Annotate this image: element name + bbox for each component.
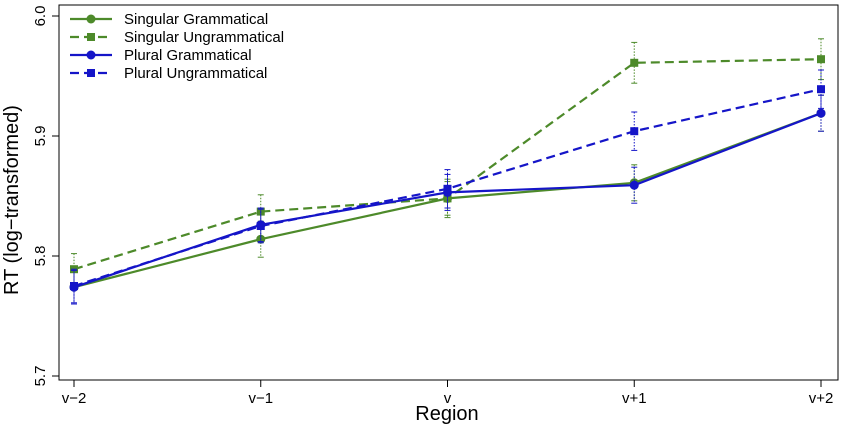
y-axis-title: RT (log−transformed) [1, 105, 23, 295]
legend-item-1: Singular Ungrammatical [70, 29, 284, 46]
x-tick-label: v−1 [248, 390, 273, 407]
series-line [73, 58, 822, 271]
y-tick-label: 5.8 [32, 246, 49, 267]
legend-item-0: Singular Grammatical [70, 11, 268, 28]
x-axis-title: Region [415, 403, 478, 425]
data-point [816, 108, 826, 118]
data-point [70, 282, 78, 290]
x-tick-label: v−2 [62, 390, 87, 407]
y-tick-label: 5.9 [32, 126, 49, 147]
legend-item-3: Plural Ungrammatical [70, 65, 267, 82]
legend-item-2: Plural Grammatical [70, 47, 252, 64]
plot-frame [58, 4, 839, 381]
y-tick-label: 6.0 [32, 6, 49, 27]
legend-marker [87, 33, 95, 41]
x-tick-label: v+2 [809, 390, 834, 407]
data-point [817, 85, 825, 94]
legend-label: Plural Ungrammatical [124, 65, 267, 82]
y-tick-label: 5.7 [32, 366, 49, 387]
legend-label: Singular Grammatical [124, 11, 268, 28]
legend-label: Singular Ungrammatical [124, 29, 284, 46]
data-point [443, 184, 452, 193]
data-point [629, 180, 639, 190]
legend-label: Plural Grammatical [124, 47, 252, 64]
x-tick-label: v [444, 390, 452, 407]
data-point [630, 58, 639, 67]
plot-area [58, 4, 839, 381]
legend-marker [87, 69, 95, 77]
data-point [630, 127, 639, 136]
data-point [817, 55, 825, 64]
series-3 [70, 69, 825, 304]
axes: 5.7 5.8 5.9 6.0 v−2 v−1 v v+1 v+2 [32, 6, 833, 407]
x-tick-label: v+1 [622, 390, 647, 407]
series-group [69, 38, 826, 305]
data-point [256, 222, 265, 230]
legend-marker [86, 50, 96, 60]
legend-marker [86, 14, 96, 24]
